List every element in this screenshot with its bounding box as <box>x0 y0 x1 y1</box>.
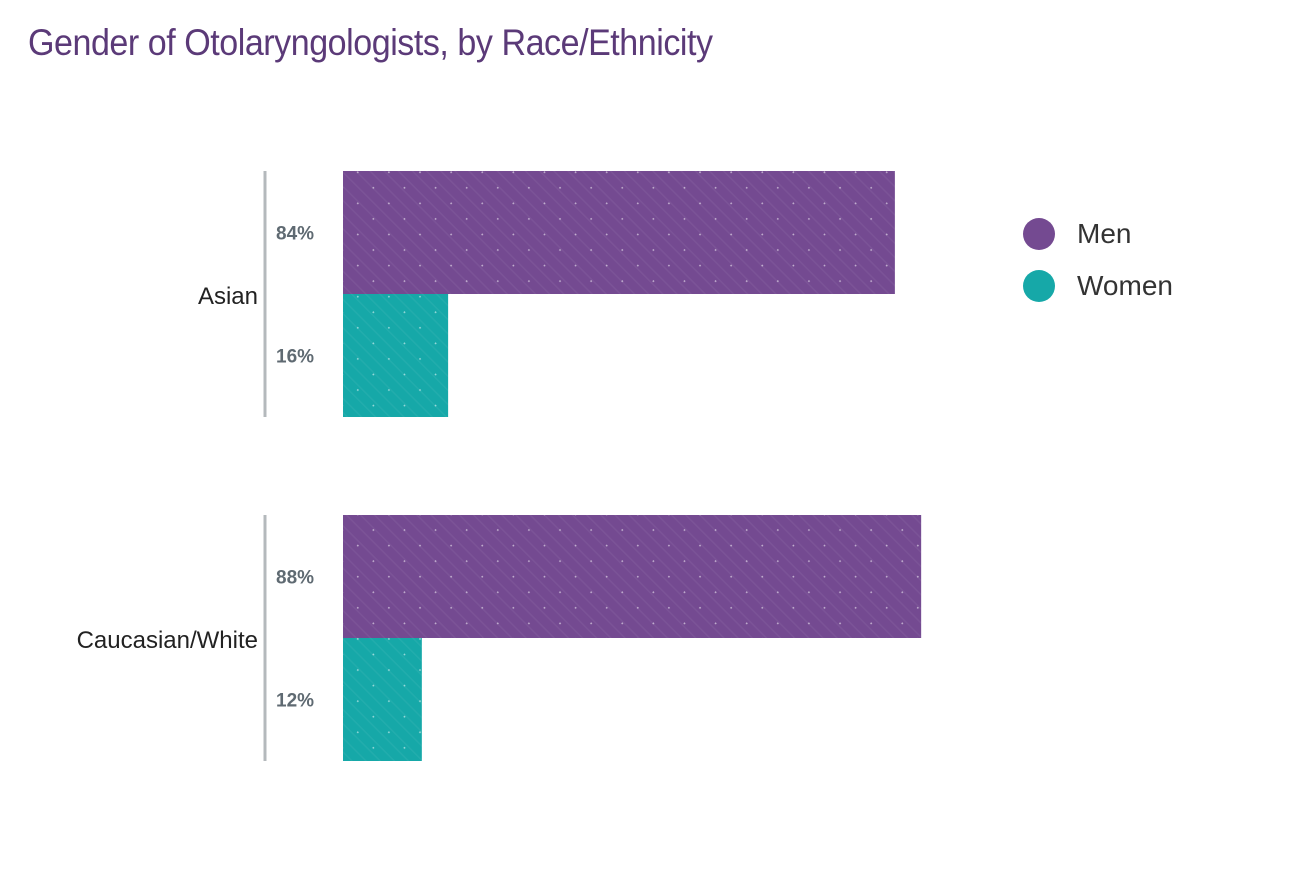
chart-title: Gender of Otolaryngologists, by Race/Eth… <box>28 22 713 63</box>
value-label-men-asian: 84% <box>276 224 314 245</box>
bar-women-asian-dots <box>343 294 449 417</box>
category-label-asian: Asian <box>198 283 258 310</box>
value-label-women-asian: 16% <box>276 347 314 368</box>
bar-women-caucasian-white-dots <box>343 638 422 761</box>
legend: Men Women <box>1023 208 1173 312</box>
bar-men-asian-dots <box>343 171 895 294</box>
legend-swatch-men <box>1023 218 1055 250</box>
legend-label-men: Men <box>1077 218 1132 249</box>
legend-swatch-women <box>1023 270 1055 302</box>
value-label-men-caucasian-white: 88% <box>276 568 314 589</box>
legend-item-men: Men <box>1023 208 1173 260</box>
bar-men-caucasian-white-dots <box>343 515 922 638</box>
category-label-caucasian-white: Caucasian/White <box>77 627 258 654</box>
legend-item-women: Women <box>1023 260 1173 312</box>
value-label-women-caucasian-white: 12% <box>276 691 314 712</box>
legend-label-women: Women <box>1077 270 1173 301</box>
